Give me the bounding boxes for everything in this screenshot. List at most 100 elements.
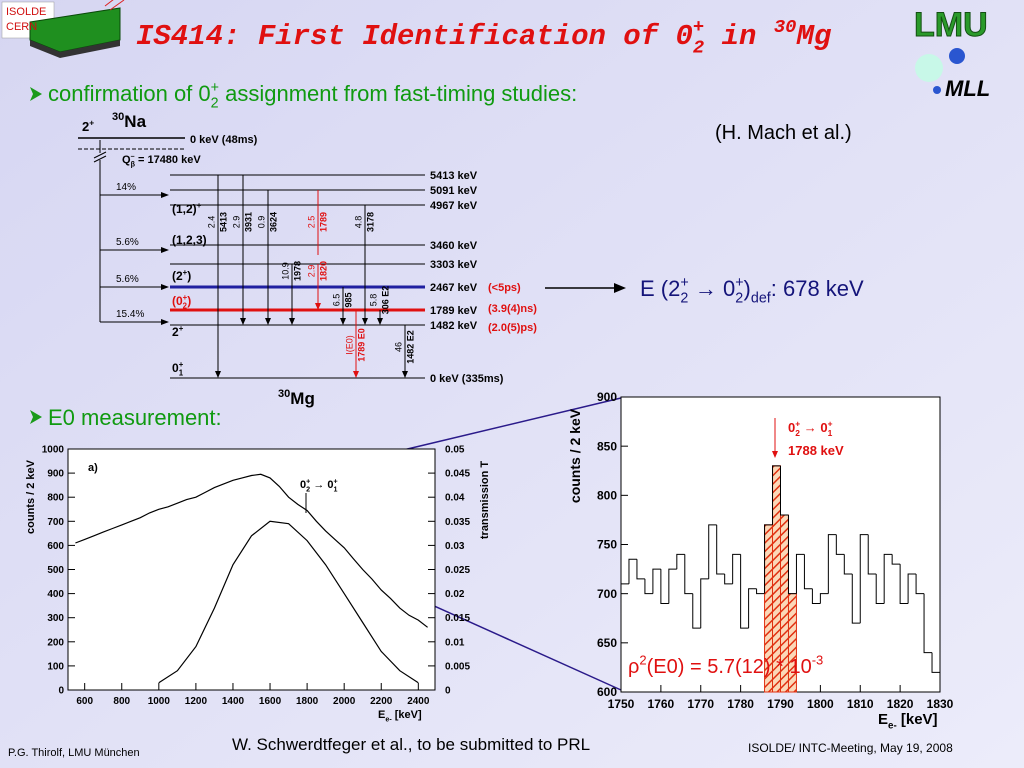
transition-label: 4.8 (353, 216, 363, 229)
q-value-part: = 17480 keV (135, 154, 201, 166)
spin-label: (2+) (172, 268, 191, 283)
annotation: 1788 keV (788, 443, 844, 458)
result-formula: E (22+ → 02+)def: 678 keV (640, 275, 864, 307)
y-tick-label: 500 (47, 565, 64, 576)
x-axis-label-part: e- (888, 721, 897, 732)
result-text: ρ2(E0) = 5.7(12) * 10-3 (628, 653, 823, 678)
annotation-part: 0 (788, 420, 795, 435)
level-label: 1482 keV (430, 320, 478, 332)
transition-label: 985 (343, 292, 353, 307)
annotation-part: 0 (300, 479, 306, 491)
result-formula-part: E (2 (640, 276, 680, 301)
y-tick-label: 900 (47, 469, 64, 480)
branching-label: 5.6% (116, 274, 139, 285)
spin-label: 0+ 1 (172, 360, 184, 378)
x-axis-label-part: e- (385, 715, 392, 723)
histogram-bin (740, 554, 749, 629)
spin-label: (0+ 2) (172, 293, 191, 311)
histogram-bin (883, 553, 893, 604)
histogram-bin (827, 534, 837, 594)
y2-tick-label: 0.045 (445, 469, 470, 480)
x-axis-label-part: [keV] (392, 709, 422, 721)
spin-label-part: + (179, 324, 184, 333)
spin-label-part: (0 (172, 294, 183, 308)
transition-arrow-head (340, 318, 346, 325)
annotation: 0+ 2 → 0+ 1 (300, 477, 338, 493)
histogram-bin (859, 534, 869, 624)
panel-label: a) (88, 462, 98, 474)
histogram-bin (628, 558, 637, 584)
bullet-text-part: 2 (211, 96, 219, 112)
y2-tick-label: 0.01 (445, 637, 465, 648)
annotation-part: 1 (334, 485, 338, 493)
result-text-part: (E0) = 5.7(12) * 10 (647, 656, 812, 678)
x-axis-label-part: E (378, 709, 385, 721)
spin-label-part: + (183, 293, 188, 302)
transition-label: 5413 (218, 212, 228, 232)
annotation-arrow-head (772, 451, 778, 458)
spin-label-part: ) (187, 294, 191, 308)
slide-title-part: in (704, 20, 774, 53)
slide-title-part: 2 (693, 37, 704, 59)
q-value-part: – (131, 152, 135, 160)
x-tick-label: 1830 (927, 697, 954, 711)
transition-arrow-head (240, 318, 246, 325)
level-label: 5091 keV (430, 185, 478, 197)
annotation-part: → (310, 479, 327, 491)
histogram-bin (636, 559, 645, 580)
branching-label: 15.4% (116, 309, 144, 320)
slide-title: IS414: First Identification of 02+ in 30… (136, 16, 832, 59)
y-axis-label: counts / 2 keV (567, 408, 583, 503)
histogram-bin (668, 568, 677, 604)
y-tick-label: 200 (47, 637, 64, 648)
annotation-part: + (334, 477, 338, 485)
histogram-bin (708, 524, 717, 579)
annotation-part: + (828, 419, 833, 429)
transition-label: 6.5 (331, 294, 341, 307)
result-formula-part: : 678 keV (771, 276, 864, 301)
x-tick-label: 1750 (608, 697, 635, 711)
x-tick-label: 600 (76, 696, 93, 707)
logo-wedge-side (30, 40, 120, 58)
histogram-bin (732, 553, 741, 584)
y-tick-label: 600 (47, 541, 64, 552)
histogram-bin (931, 652, 941, 692)
histogram-bin (724, 574, 733, 585)
result-text-part: ρ (628, 656, 639, 678)
x-tick-label: 2200 (370, 696, 393, 707)
x-tick-label: 1000 (148, 696, 171, 707)
x-tick-label: 1790 (767, 697, 794, 711)
histogram-bin (652, 568, 661, 594)
lmu-logo: LMU MLL (914, 6, 991, 102)
level-label: 3460 keV (430, 240, 478, 252)
spin-label-part: ) (187, 269, 191, 283)
y-axis-label: counts / 2 keV (25, 459, 37, 534)
y2-tick-label: 0.005 (445, 661, 470, 672)
transition-label: 3624 (268, 212, 278, 232)
branch-arrowhead (161, 192, 169, 198)
level-label: 3303 keV (430, 259, 478, 271)
transition-arrow-head (402, 371, 408, 378)
logo-text: ISOLDE (6, 6, 46, 18)
branch-arrowhead (161, 247, 169, 253)
y2-tick-label: 0.015 (445, 613, 470, 624)
y2-tick-label: 0.04 (445, 493, 465, 504)
parent-nucleus-part: Na (124, 112, 146, 131)
transition-label: 5.8 (368, 294, 378, 307)
plot-area (67, 448, 436, 691)
annotation-part: 1 (828, 428, 833, 438)
histogram-bin (660, 569, 669, 604)
daughter-nucleus: 30Mg (278, 388, 315, 408)
x-axis-label-part: E (878, 711, 888, 728)
result-text-part: 2 (639, 653, 646, 668)
histogram-bin (716, 524, 725, 575)
histogram-bin (764, 524, 773, 594)
histogram-bin (692, 593, 701, 629)
x-tick-label: 1600 (259, 696, 282, 707)
x-tick-label: 1820 (887, 697, 914, 711)
y-tick-label: 0 (58, 686, 64, 697)
x-tick-label: 1770 (687, 697, 714, 711)
spin-label-part: (2 (172, 269, 183, 283)
lifetime-label: (<5ps) (488, 282, 521, 294)
transition-label: 2.4 (206, 216, 216, 229)
